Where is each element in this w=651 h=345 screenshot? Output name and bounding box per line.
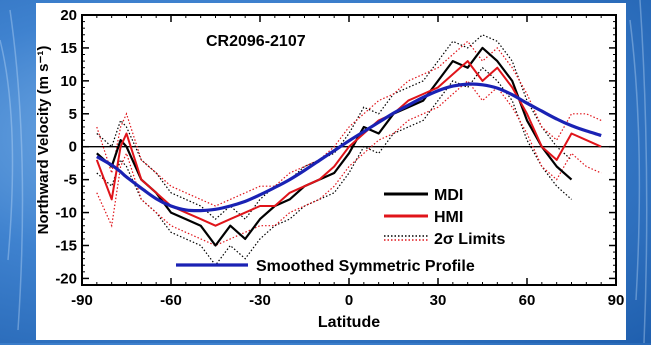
x-tick-label: 0: [345, 292, 353, 309]
chart-panel: 20 15 10 5 0 -5 -10 -15 -20 -90 -60 -30 0 30 60 90 Latit…: [35, 3, 626, 340]
chart: 20 15 10 5 0 -5 -10 -15 -20 -90 -60 -30 0 30 60 90 Latit…: [35, 7, 624, 331]
y-tick-label: -5: [64, 172, 77, 189]
x-tick-label: -60: [160, 292, 182, 309]
x-tick-label: -30: [249, 292, 271, 309]
x-axis: -90 -60 -30 0 30 60 90: [71, 15, 624, 309]
y-tick-label: 20: [60, 7, 77, 24]
legend-profile-label: Smoothed Symmetric Profile: [256, 258, 475, 275]
series-group: [95, 34, 602, 267]
x-tick-label: 60: [519, 292, 536, 309]
legend-hmi-label: HMI: [434, 209, 463, 226]
sigma-limit-mdi-lower: [96, 66, 572, 267]
legend-mdi-label: MDI: [434, 187, 463, 204]
y-tick-label: 15: [60, 40, 77, 57]
x-tick-label: 30: [430, 292, 447, 309]
sigma-limit-mdi-upper: [96, 34, 572, 220]
y-tick-label: -10: [55, 205, 77, 222]
series-smoothed-profile-line: [96, 82, 602, 213]
legend: MDI HMI 2σ Limits Smoothed Symmetric Profil…: [176, 187, 506, 275]
x-axis-label: Latitude: [318, 314, 380, 331]
y-axis: 20 15 10 5 0 -5 -10 -15 -20: [55, 7, 616, 287]
y-axis-label: Northward Velocity (m s⁻¹): [36, 46, 52, 235]
y-tick-label: 10: [60, 73, 77, 90]
y-tick-label: -20: [55, 270, 77, 287]
series-hmi-line: [95, 60, 602, 227]
x-tick-label: 90: [608, 292, 625, 309]
y-tick-label: 5: [69, 106, 77, 123]
sigma-limit-hmi-upper: [96, 40, 602, 207]
chart-title: CR2096-2107: [206, 33, 306, 50]
y-tick-label: 0: [69, 139, 77, 156]
x-tick-label: -90: [71, 292, 93, 309]
legend-2sigma-label: 2σ Limits: [434, 231, 506, 248]
plot-frame: [81, 14, 617, 286]
y-tick-label: -15: [55, 237, 77, 254]
sigma-limit-hmi-lower: [96, 80, 602, 247]
